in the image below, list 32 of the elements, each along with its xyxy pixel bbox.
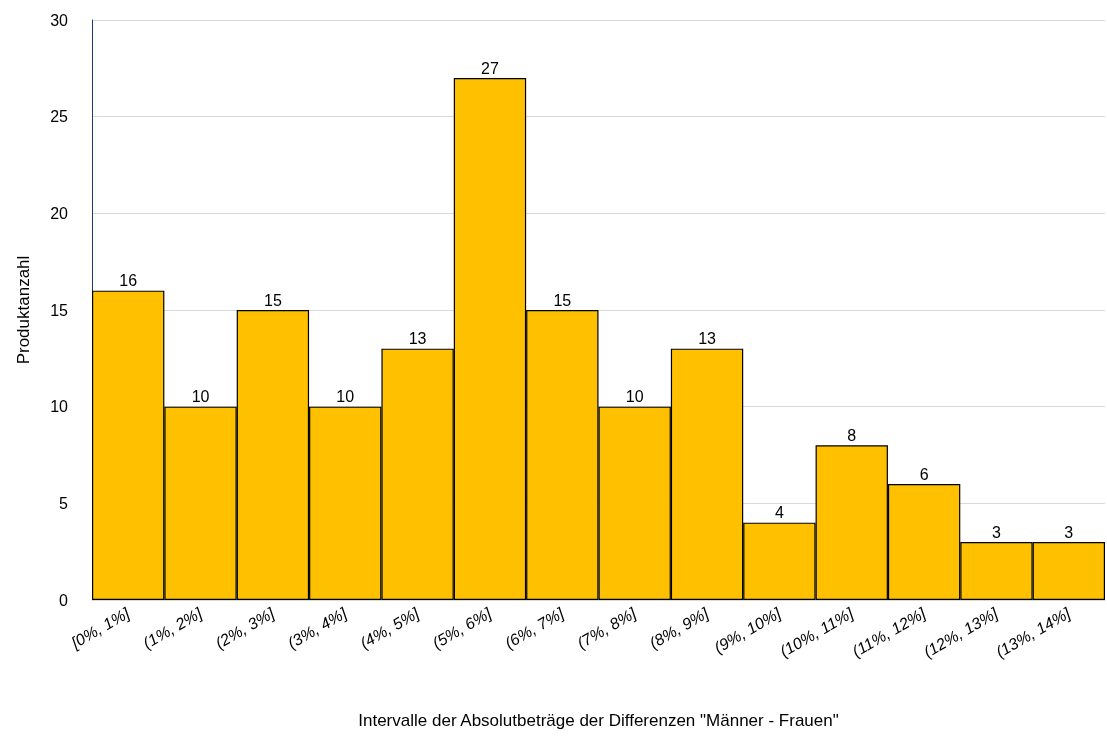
data-label: 6: [919, 465, 929, 483]
y-tick-label: 20: [50, 204, 69, 222]
data-label: 10: [625, 388, 644, 406]
data-label: 4: [774, 504, 784, 522]
y-tick-label: 30: [50, 11, 69, 29]
y-tick-label: 25: [50, 108, 69, 126]
data-label: 15: [263, 291, 282, 309]
data-label: 16: [119, 272, 138, 290]
data-label: 3: [992, 523, 1002, 541]
x-tick-label: [0%, 1%]: [67, 604, 133, 652]
x-tick-label: (5%, 6%]: [429, 604, 495, 652]
y-tick-label: 5: [59, 494, 69, 512]
y-tick-label: 0: [59, 591, 69, 609]
data-label: 13: [408, 330, 427, 348]
data-label: 8: [847, 426, 857, 444]
x-tick-label: (7%, 8%]: [574, 604, 640, 652]
x-tick-label: (2%, 3%]: [212, 604, 278, 652]
y-tick-label: 15: [50, 301, 69, 319]
data-label: 10: [336, 388, 355, 406]
x-axis-title: Intervalle der Absolutbeträge der Differenzen "Männer - Frauen": [358, 711, 839, 730]
y-tick-label: 10: [50, 398, 69, 416]
data-label: 13: [698, 330, 717, 348]
x-tick-label: (6%, 7%]: [501, 604, 568, 652]
x-tick-label: (8%, 9%]: [646, 604, 712, 652]
y-axis-title: Produktanzahl: [14, 255, 33, 365]
data-label: 15: [553, 291, 572, 309]
data-label: 3: [1064, 523, 1074, 541]
x-tick-label: (3%, 4%]: [284, 604, 350, 652]
data-label: 27: [481, 59, 499, 77]
data-label: 10: [191, 388, 210, 406]
x-tick-label: (4%, 5%]: [357, 604, 423, 652]
x-tick-label: (1%, 2%]: [140, 604, 206, 652]
